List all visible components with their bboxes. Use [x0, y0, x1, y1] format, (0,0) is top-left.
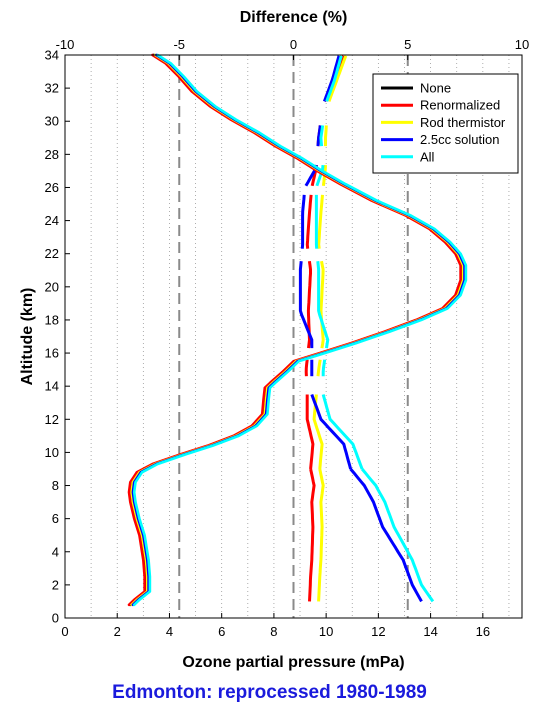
difference-line [317, 468, 325, 602]
y-tick-label: 4 [52, 544, 59, 559]
chart-caption: Edmonton: reprocessed 1980-1989 [112, 682, 427, 703]
x-tick-label: 12 [371, 624, 385, 639]
top-tick-label: -5 [173, 37, 185, 52]
difference-line [316, 261, 330, 349]
x-tick-label: 2 [114, 624, 121, 639]
difference-series-layer [298, 55, 435, 603]
difference-line [316, 359, 322, 377]
x-tick-label: 10 [319, 624, 333, 639]
ozone-profile-chart: 0 2 4 6 8 10 12 14 16-10 -5 0 5 10024681012141618202… [19, 9, 530, 671]
difference-line [305, 194, 313, 249]
x-tick-label: 4 [166, 624, 173, 639]
legend-label: All [420, 149, 435, 164]
x-tick-label: 8 [270, 624, 277, 639]
legend: None Renormalized Rod thermistor 2.5cc solu… [372, 73, 519, 174]
difference-line [327, 55, 348, 102]
difference-line [317, 194, 324, 249]
difference-line [319, 260, 325, 349]
x-tick-label: 16 [476, 624, 490, 639]
y-tick-label: 16 [45, 346, 59, 361]
y-tick-label: 8 [52, 478, 59, 493]
y-tick-label: 14 [45, 379, 59, 394]
difference-line [298, 261, 314, 349]
y-tick-label: 0 [52, 611, 59, 626]
tick-layer: 0 2 4 6 8 10 12 14 16-10 -5 0 5 10024681012141618202… [45, 37, 530, 639]
top-tick-label: 10 [515, 37, 529, 52]
difference-line [300, 194, 306, 249]
y-axis-label: Altitude (km) [19, 288, 36, 386]
top-axis-label: Difference (%) [240, 9, 348, 26]
y-tick-label: 26 [45, 180, 59, 195]
top-tick-label: 0 [290, 37, 297, 52]
y-tick-label: 34 [45, 48, 59, 63]
x-tick-label: 6 [218, 624, 225, 639]
difference-line [310, 393, 353, 470]
profile-series-layer [127, 53, 468, 607]
x-tick-label: 0 [61, 624, 68, 639]
legend-label: None [420, 81, 451, 96]
y-tick-label: 32 [45, 81, 59, 96]
y-tick-label: 2 [52, 577, 59, 592]
difference-line [305, 394, 315, 470]
y-tick-label: 18 [45, 312, 59, 327]
y-tick-label: 22 [45, 246, 59, 261]
legend-label: Renormalized [420, 98, 500, 113]
difference-line [322, 55, 341, 102]
y-tick-label: 10 [45, 445, 59, 460]
y-tick-label: 12 [45, 412, 59, 427]
difference-line [325, 55, 343, 102]
y-tick-label: 24 [45, 213, 59, 228]
legend-label: Rod thermistor [420, 115, 506, 130]
y-tick-label: 20 [45, 279, 59, 294]
difference-line [308, 468, 316, 602]
legend-label: 2.5cc solution [420, 132, 500, 147]
profile-line [132, 53, 468, 607]
top-tick-label: 5 [404, 37, 411, 52]
x-axis-label: Ozone partial pressure (mPa) [182, 654, 404, 671]
difference-line [360, 468, 435, 603]
difference-line [321, 394, 364, 470]
y-tick-label: 6 [52, 511, 59, 526]
difference-line [315, 164, 325, 187]
top-tick-label: -10 [56, 37, 75, 52]
y-tick-label: 28 [45, 147, 59, 162]
difference-line [349, 468, 423, 603]
difference-line [304, 359, 309, 377]
x-tick-label: 14 [423, 624, 437, 639]
difference-line [324, 125, 328, 147]
y-tick-label: 30 [45, 114, 59, 129]
difference-line [319, 125, 325, 147]
difference-line [321, 359, 327, 377]
difference-line [316, 125, 322, 147]
